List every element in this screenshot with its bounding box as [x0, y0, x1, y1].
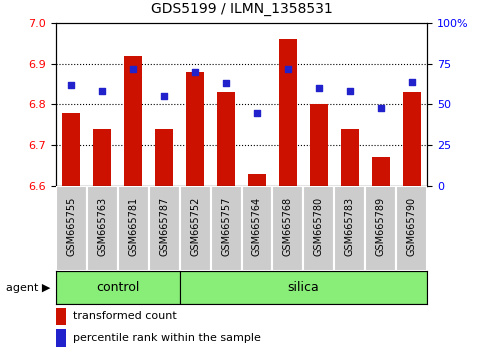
Bar: [341, 129, 359, 186]
Bar: [372, 158, 390, 186]
Bar: [242, 186, 272, 271]
Point: [346, 88, 354, 94]
Bar: [279, 39, 297, 186]
Text: GSM665787: GSM665787: [159, 197, 169, 256]
Text: GSM665789: GSM665789: [376, 197, 386, 256]
Bar: [86, 186, 117, 271]
Point: [129, 66, 137, 72]
Bar: [149, 186, 180, 271]
Text: transformed count: transformed count: [73, 312, 177, 321]
Text: GSM665752: GSM665752: [190, 197, 200, 256]
Bar: [403, 92, 421, 186]
Bar: [93, 129, 112, 186]
Text: GSM665764: GSM665764: [252, 197, 262, 256]
Text: GSM665763: GSM665763: [97, 197, 107, 256]
Text: silica: silica: [287, 281, 319, 294]
Point: [98, 88, 106, 94]
Bar: [397, 186, 427, 271]
Bar: [211, 186, 242, 271]
Text: GSM665755: GSM665755: [66, 197, 76, 256]
Bar: [186, 72, 204, 186]
Bar: [56, 271, 180, 304]
Bar: [334, 186, 366, 271]
Bar: [124, 56, 142, 186]
Bar: [180, 186, 211, 271]
Bar: [155, 129, 173, 186]
Bar: [248, 174, 266, 186]
Text: GDS5199 / ILMN_1358531: GDS5199 / ILMN_1358531: [151, 2, 332, 16]
Bar: [117, 186, 149, 271]
Point: [315, 85, 323, 91]
Point: [408, 79, 416, 85]
Point: [67, 82, 75, 88]
Point: [222, 80, 230, 86]
Text: control: control: [96, 281, 139, 294]
Bar: [56, 186, 86, 271]
Text: GSM665781: GSM665781: [128, 197, 138, 256]
Point: [377, 105, 385, 110]
Point: [191, 69, 199, 75]
Text: GSM665768: GSM665768: [283, 197, 293, 256]
Point: [284, 66, 292, 72]
Text: GSM665780: GSM665780: [314, 197, 324, 256]
Text: agent ▶: agent ▶: [6, 282, 51, 293]
Bar: [272, 186, 303, 271]
Bar: [217, 92, 235, 186]
Bar: [56, 329, 66, 347]
Text: percentile rank within the sample: percentile rank within the sample: [73, 333, 261, 343]
Point: [253, 110, 261, 115]
Bar: [303, 186, 334, 271]
Bar: [62, 113, 80, 186]
Bar: [310, 104, 328, 186]
Bar: [366, 186, 397, 271]
Text: GSM665790: GSM665790: [407, 197, 417, 256]
Text: GSM665757: GSM665757: [221, 197, 231, 256]
Bar: [180, 271, 427, 304]
Point: [160, 93, 168, 99]
Bar: [56, 308, 66, 325]
Text: GSM665783: GSM665783: [345, 197, 355, 256]
